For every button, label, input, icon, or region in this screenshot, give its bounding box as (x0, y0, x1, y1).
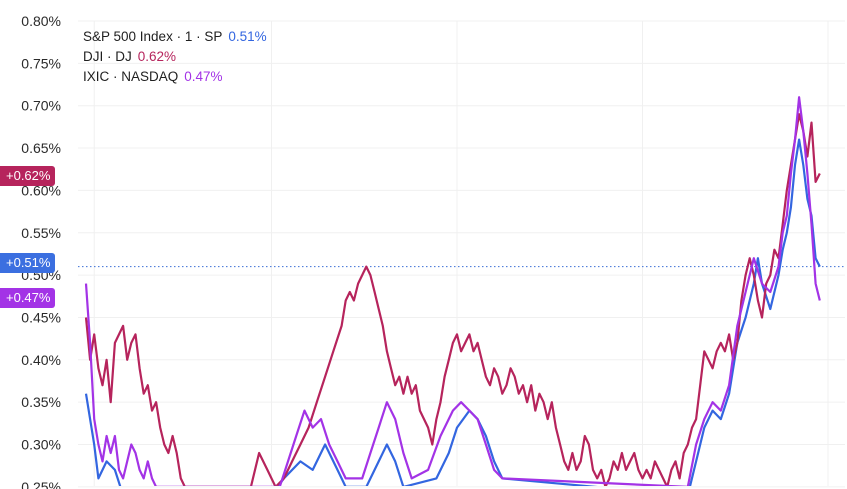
dji-series-line (84, 113, 821, 486)
legend-item-ixic: IXIC · NASDAQ 0.47% (83, 67, 267, 87)
legend-series-value: 0.62% (137, 49, 177, 64)
y-tick-label: 0.55% (21, 225, 61, 241)
sp500-series-line (84, 138, 821, 486)
ixic-price-badge: +0.47% (0, 288, 56, 308)
y-tick-label: 0.70% (21, 98, 61, 114)
dji-price-badge: +0.62% (0, 166, 56, 186)
legend-item-dji: DJI · DJ 0.62% (83, 47, 267, 67)
y-tick-label: 0.25% (21, 479, 61, 489)
y-tick-label: 0.40% (21, 352, 61, 368)
y-tick-label: 0.65% (21, 140, 61, 156)
legend-series-value: 0.47% (184, 69, 223, 84)
sp500-price-badge: +0.51% (0, 253, 56, 273)
legend-item-sp500: S&P 500 Index · 1 · SP 0.51% (83, 27, 267, 47)
y-tick-label: 0.80% (21, 13, 61, 29)
legend-series-name: DJI · DJ (83, 49, 132, 64)
legend-series-value: 0.51% (228, 29, 267, 44)
legend-series-name: S&P 500 Index · 1 · SP (83, 29, 223, 44)
y-tick-label: 0.30% (21, 437, 61, 453)
ixic-series-line (84, 96, 821, 486)
legend-series-name: IXIC · NASDAQ (83, 69, 179, 84)
y-tick-label: 0.60% (21, 182, 61, 198)
legend: S&P 500 Index · 1 · SP 0.51% DJI · DJ 0.62… (83, 27, 267, 87)
y-tick-label: 0.35% (21, 394, 61, 410)
y-tick-label: 0.75% (21, 55, 61, 71)
y-tick-label: 0.45% (21, 309, 61, 325)
